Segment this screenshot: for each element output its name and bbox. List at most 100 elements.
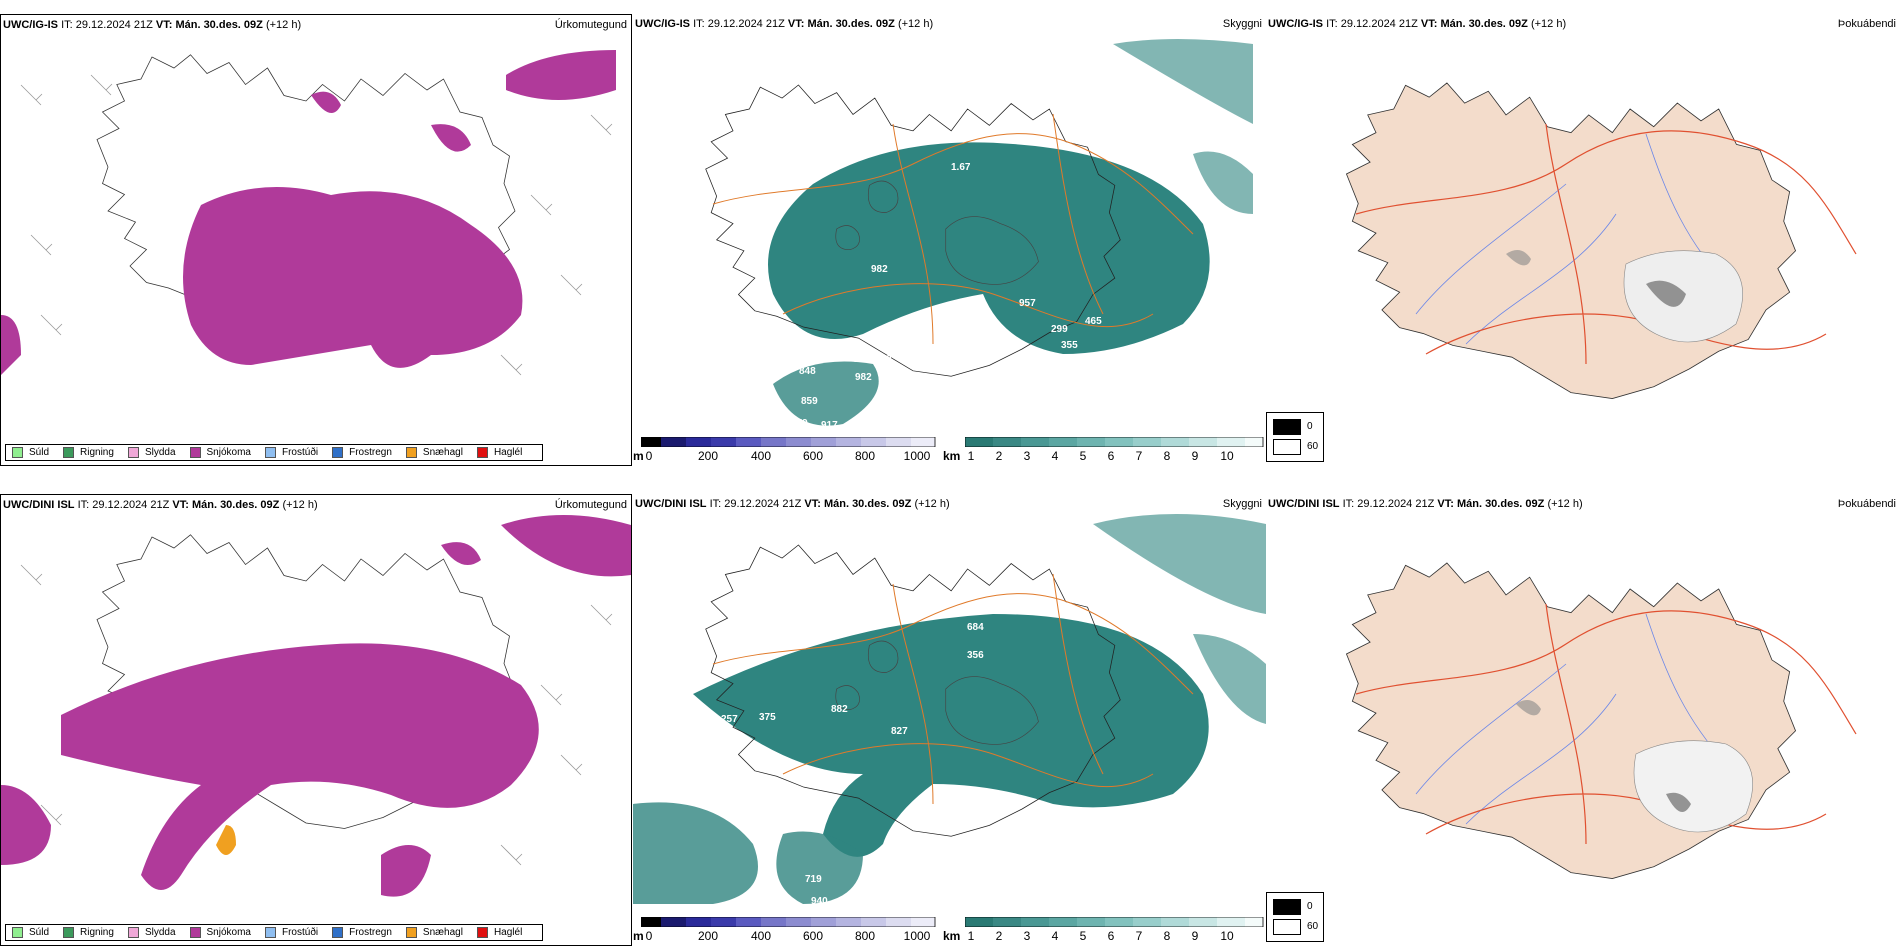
precip-map <box>1 515 631 897</box>
visibility-label: 275 <box>911 386 928 397</box>
wind-barbs <box>20 74 613 376</box>
visibility-label: 16 <box>699 726 711 737</box>
snow-area-w <box>1 315 21 375</box>
legend-item: Haglél <box>476 447 522 458</box>
visibility-label: 848 <box>799 366 816 377</box>
visibility-panel-row1: UWC/IG-IS IT: 29.12.2024 21Z VT: Mán. 30… <box>633 14 1266 466</box>
precip-type-panel-row1: UWC/IG-IS IT: 29.12.2024 21Z VT: Mán. 30… <box>0 14 632 466</box>
ceiling-unit: m <box>633 929 644 943</box>
visibility-label: 1.67 <box>951 162 971 173</box>
visibility-tick: 1 <box>967 929 975 943</box>
ceiling-tick: 0 <box>645 449 653 463</box>
visibility-tick: 7 <box>1135 929 1143 943</box>
ceiling-tick: 400 <box>750 449 772 463</box>
ceiling-tick: 1000 <box>903 449 931 463</box>
visibility-tick: 5 <box>1079 449 1087 463</box>
visibility-map <box>633 514 1266 904</box>
legend-item: Snæhagl <box>405 447 463 458</box>
visibility-tick: 3 <box>1023 449 1031 463</box>
legend-item: Súld <box>12 927 49 938</box>
visibility-tick: 4 <box>1051 929 1059 943</box>
legend-swatch <box>12 447 23 458</box>
ceiling-colorbar: m 0 200 400 600 800 1000 <box>633 917 943 946</box>
precip-legend: Súld Rigning Slydda Snjókoma Frostúði Fr… <box>5 444 544 461</box>
visibility-label: 299 <box>1051 324 1068 335</box>
fog-key-label: 60 <box>1307 921 1319 932</box>
visibility-label: 957 <box>1019 298 1036 309</box>
fog-key: 0 60 <box>1266 892 1324 942</box>
visibility-tick: 7 <box>1135 449 1143 463</box>
legend-item: Slydda <box>127 447 176 458</box>
visibility-tick: 10 <box>1220 929 1234 943</box>
roads <box>712 113 1194 345</box>
product-name: Úrkomutegund <box>554 19 627 31</box>
ceiling-tick: 600 <box>802 449 824 463</box>
panel-header: UWC/IG-IS IT: 29.12.2024 21Z VT: Mán. 30… <box>3 19 302 31</box>
visibility-label: 982 <box>871 264 888 275</box>
fog-key-label: 0 <box>1307 901 1313 912</box>
ceiling-colorbar-gradient <box>641 917 936 927</box>
roads <box>712 573 1194 805</box>
visibility-tick: 10 <box>1220 449 1234 463</box>
legend-item: Súld <box>12 447 49 458</box>
visibility-tick: 2 <box>995 929 1003 943</box>
visibility-label: 917 <box>821 420 838 431</box>
visibility-label: 973 <box>853 354 870 365</box>
ceiling-tick: 200 <box>697 449 719 463</box>
visibility-unit: km <box>943 449 961 463</box>
legend-swatch <box>264 927 276 938</box>
ceiling-colorbar-gradient <box>641 437 936 447</box>
legend-item: Snjókoma <box>189 447 251 458</box>
ceiling-unit: m <box>633 449 644 463</box>
product-name: Þokuábendi <box>1837 18 1896 30</box>
ceiling-tick: 800 <box>854 449 876 463</box>
visibility-label: 352 <box>875 354 892 365</box>
legend-item: Rigning <box>63 447 114 458</box>
panel-header: UWC/IG-IS IT: 29.12.2024 21Z VT: Mán. 30… <box>1268 18 1567 30</box>
legend-item: Frostúði <box>264 927 318 938</box>
ceiling-tick: 1000 <box>903 929 931 943</box>
visibility-label: 257 <box>721 714 738 725</box>
legend-swatch <box>264 447 276 458</box>
fog-key: 0 60 <box>1266 412 1324 462</box>
panel-header: UWC/DINI ISL IT: 29.12.2024 21Z VT: Mán.… <box>1268 498 1583 510</box>
ceiling-tick: 200 <box>697 929 719 943</box>
legend-item: Rigning <box>63 927 114 938</box>
snow-area <box>61 643 539 890</box>
legend-swatch <box>332 927 344 938</box>
legend-item: Slydda <box>127 927 176 938</box>
fog-key-swatch <box>1273 439 1301 455</box>
panel-header: UWC/IG-IS IT: 29.12.2024 21Z VT: Mán. 30… <box>635 18 934 30</box>
visibility-tick: 5 <box>1079 929 1087 943</box>
visibility-tick: 1 <box>967 449 975 463</box>
visibility-tick: 4 <box>1051 449 1059 463</box>
snow-streaks <box>441 515 631 577</box>
visibility-colorbar-gradient <box>965 437 1264 447</box>
fog-key-swatch <box>1273 419 1301 435</box>
product-name: Úrkomutegund <box>554 499 627 511</box>
legend-swatch <box>127 447 139 458</box>
legend-swatch <box>63 927 75 938</box>
legend-item: Frostúði <box>264 447 318 458</box>
visibility-tick: 8 <box>1163 449 1171 463</box>
legend-item: Snjókoma <box>189 927 251 938</box>
visibility-colorbar: km 1 2 3 4 5 6 7 8 9 10 <box>943 917 1266 946</box>
visibility-label: 245 <box>933 388 950 399</box>
legend-swatch <box>189 927 201 938</box>
fog-key-swatch <box>1273 899 1301 915</box>
visibility-label: 465 <box>1085 316 1102 327</box>
legend-swatch <box>63 447 75 458</box>
visibility-label: 980 <box>759 910 776 921</box>
visibility-colorbar: km 1 2 3 4 5 6 7 8 9 10 <box>943 437 1266 466</box>
legend-swatch <box>405 927 417 938</box>
visibility-label: 859 <box>801 396 818 407</box>
low-visibility-area <box>693 614 1209 857</box>
snow-streaks <box>311 91 471 152</box>
visibility-label: 355 <box>1061 340 1078 351</box>
legend-swatch <box>127 927 139 938</box>
visibility-label: 102 <box>1141 606 1158 617</box>
legend-swatch <box>189 447 201 458</box>
snow-area <box>183 187 523 368</box>
visibility-tick: 2 <box>995 449 1003 463</box>
visibility-tick: 6 <box>1107 929 1115 943</box>
